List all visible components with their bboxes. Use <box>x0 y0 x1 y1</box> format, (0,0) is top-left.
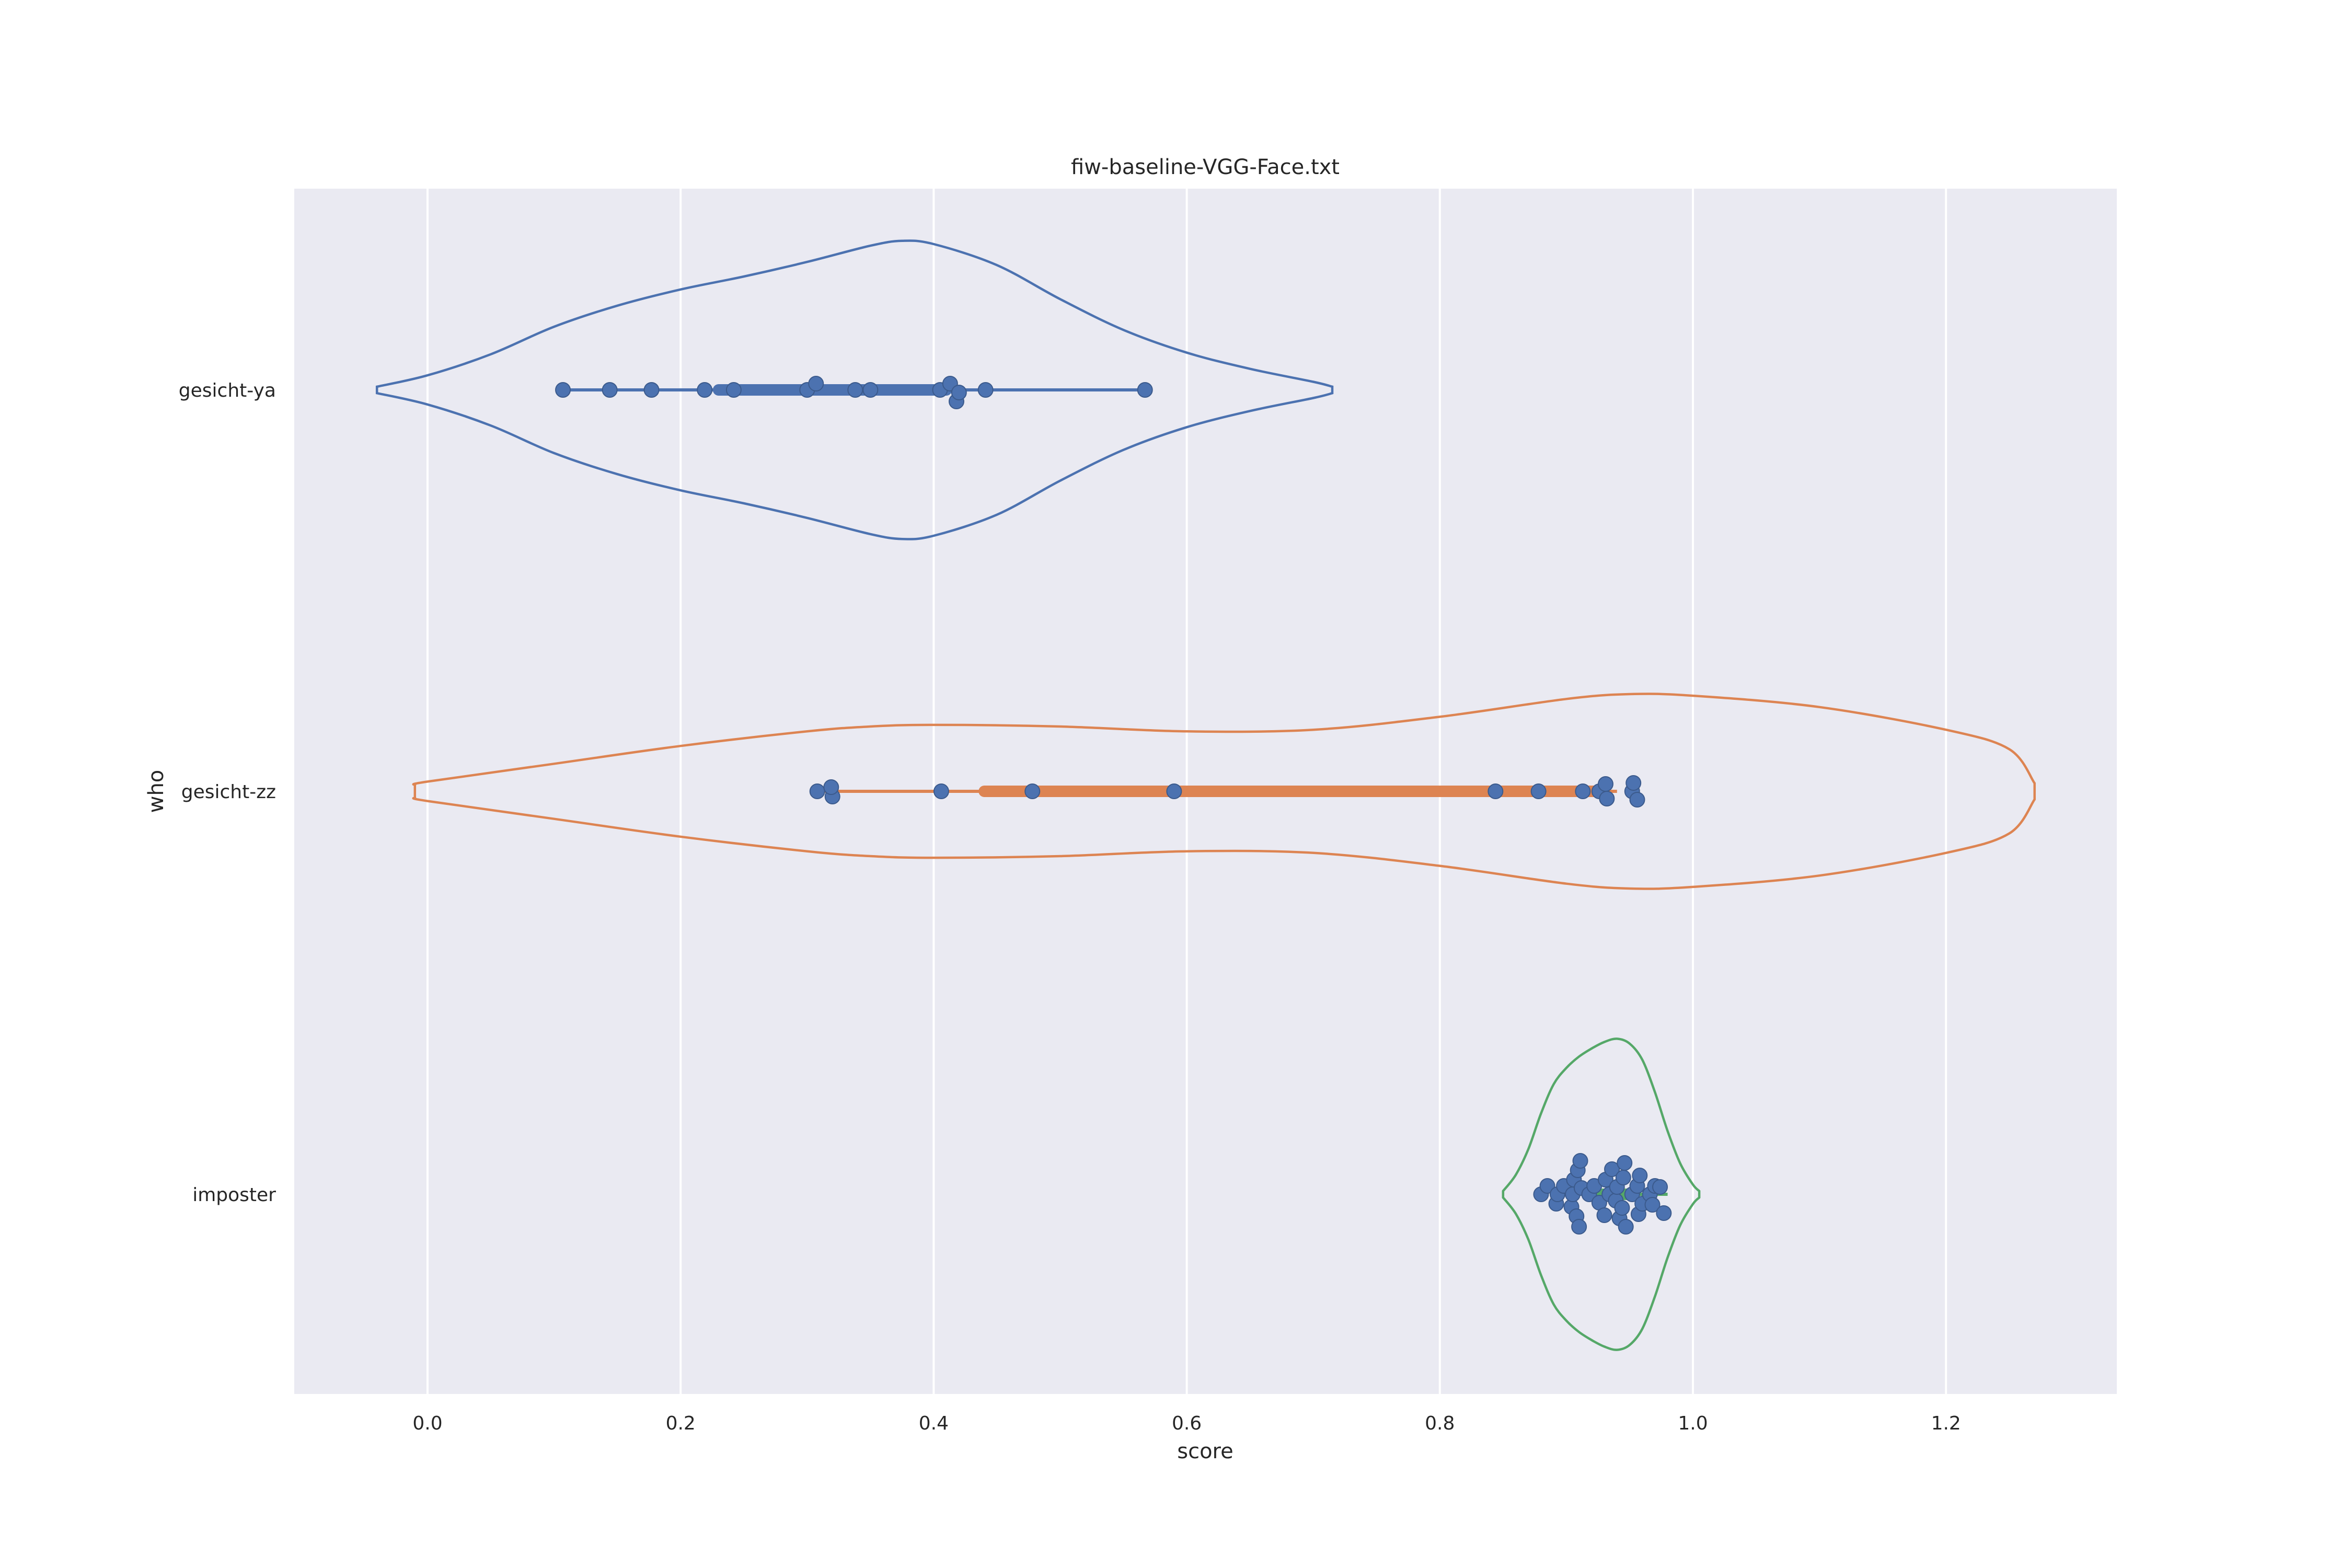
data-point <box>1571 1219 1587 1235</box>
x-tick-label: 1.0 <box>1678 1413 1708 1434</box>
data-point <box>1604 1161 1620 1177</box>
data-point <box>1625 775 1642 791</box>
x-tick-label: 0.2 <box>666 1413 696 1434</box>
data-point <box>1596 1207 1612 1223</box>
data-point <box>1597 776 1613 792</box>
data-point <box>823 779 839 795</box>
data-point <box>1575 783 1591 799</box>
x-axis-label: score <box>1177 1439 1233 1463</box>
y-tick-label: imposter <box>192 1184 276 1206</box>
y-tick-label: gesicht-zz <box>181 781 276 803</box>
data-point <box>697 382 713 398</box>
data-point <box>1656 1205 1672 1221</box>
x-tick-label: 0.8 <box>1425 1413 1455 1434</box>
data-point <box>808 376 824 391</box>
data-point <box>1539 1178 1555 1194</box>
data-point <box>1629 792 1645 808</box>
data-points <box>555 376 1672 1235</box>
data-point <box>1652 1179 1668 1195</box>
data-point <box>1137 382 1153 398</box>
data-point <box>643 382 660 398</box>
data-point <box>951 385 967 400</box>
data-point <box>1632 1168 1648 1183</box>
data-point <box>725 382 742 398</box>
data-point <box>1166 783 1182 799</box>
data-point <box>1644 1197 1661 1213</box>
data-point <box>1599 791 1615 806</box>
data-point <box>1572 1153 1588 1169</box>
data-point <box>1618 1219 1634 1235</box>
data-point <box>862 382 879 398</box>
chart-title: fiw-baseline-VGG-Face.txt <box>1071 155 1340 179</box>
data-point <box>602 382 618 398</box>
x-tick-label: 0.0 <box>412 1413 442 1434</box>
data-point <box>1024 783 1041 799</box>
data-point <box>977 382 994 398</box>
data-point <box>1617 1155 1633 1171</box>
violin-body-imposter <box>1502 1037 1701 1351</box>
x-tick-label: 0.4 <box>919 1413 949 1434</box>
data-point <box>847 382 863 398</box>
data-point <box>933 783 949 799</box>
data-point <box>1615 1170 1631 1185</box>
y-tick-label: gesicht-ya <box>179 380 276 401</box>
data-point <box>1614 1200 1630 1216</box>
data-point <box>555 382 571 398</box>
data-point <box>1488 783 1504 799</box>
data-point <box>809 783 825 799</box>
tick-labels: 0.0 0.2 0.4 0.6 0.8 1.0 1.2 gesicht-ya gesicht-z… <box>179 380 1961 1434</box>
x-tick-label: 0.6 <box>1172 1413 1202 1434</box>
data-point <box>1530 783 1547 799</box>
violin-body-gesicht-zz <box>412 693 2036 890</box>
violin-body-gesicht-ya <box>375 239 1334 540</box>
x-tick-label: 1.2 <box>1931 1413 1961 1434</box>
y-axis-label: who <box>144 770 168 813</box>
